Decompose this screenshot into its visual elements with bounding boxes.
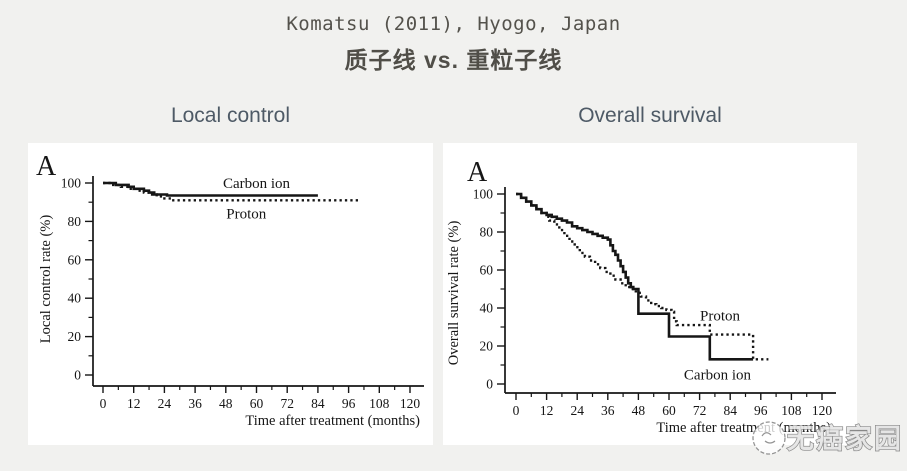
series-label-carbon-ion: Carbon ion — [223, 176, 291, 192]
axis-title-x: Time after treatment (months) — [656, 420, 831, 436]
panel-label: A — [467, 157, 488, 188]
local-control-chart: A 0 20 40 60 80 100 0 12 24 36 48 60 72 84 96 108 120 Time… — [36, 151, 424, 429]
axis-title-x: Time after treatment (months) — [245, 413, 420, 429]
x-tick-label: 96 — [342, 396, 356, 411]
section-title-overall-survival: Overall survival — [578, 104, 722, 127]
series-path-carbon-ion — [516, 192, 754, 361]
x-tick-label: 24 — [570, 403, 584, 418]
x-tick-label: 60 — [250, 396, 264, 411]
x-tick-label: 108 — [781, 403, 802, 418]
x-tick-label: 96 — [754, 403, 768, 418]
axis-title-y: Local control rate (%) — [38, 215, 54, 344]
x-tick-label: 84 — [311, 396, 325, 411]
panel-label: A — [36, 151, 57, 182]
series-label-proton: Proton — [226, 207, 267, 223]
x-tick-label: 36 — [601, 403, 615, 418]
axis-title-y: Overall survival rate (%) — [446, 221, 462, 366]
series-label-proton: Proton — [700, 309, 741, 325]
series-path-carbon-ion — [103, 181, 318, 197]
x-tick-label: 36 — [188, 396, 202, 411]
series-path-proton — [516, 192, 769, 361]
section-title-local-control: Local control — [170, 104, 291, 127]
y-tick-label: 80 — [68, 214, 82, 229]
y-tick-label: 40 — [68, 291, 82, 306]
study-title: Komatsu (2011), Hyogo, Japan — [286, 13, 621, 35]
x-tick-label: 12 — [540, 403, 554, 418]
y-tick-label: 80 — [480, 225, 494, 240]
series-label-carbon-ion: Carbon ion — [684, 368, 752, 384]
x-tick-label: 60 — [662, 403, 676, 418]
y-tick-label: 100 — [61, 176, 82, 191]
overall-survival-chart-panel: A 0 20 40 60 80 100 0 12 24 36 48 60 72 84 96 108 120 Time… — [443, 143, 857, 445]
x-tick-label: 72 — [693, 403, 707, 418]
x-tick-label: 120 — [812, 403, 833, 418]
y-tick-label: 60 — [68, 252, 82, 267]
y-tick-label: 40 — [480, 301, 494, 316]
x-tick-label: 84 — [723, 403, 737, 418]
y-tick-label: 60 — [480, 263, 494, 278]
x-tick-label: 108 — [369, 396, 390, 411]
y-tick-label: 20 — [480, 339, 494, 354]
x-tick-label: 48 — [219, 396, 233, 411]
y-tick-label: 20 — [68, 329, 82, 344]
x-tick-label: 12 — [127, 396, 141, 411]
local-control-chart-panel: A 0 20 40 60 80 100 0 12 24 36 48 60 72 84 96 108 120 Time… — [28, 143, 433, 445]
y-tick-label: 0 — [486, 377, 493, 392]
study-subtitle: 质子线 vs. 重粒子线 — [344, 47, 563, 73]
x-tick-label: 24 — [158, 396, 172, 411]
x-tick-label: 0 — [100, 396, 107, 411]
x-tick-label: 0 — [513, 403, 520, 418]
series-path-proton — [103, 181, 359, 202]
x-tick-label: 72 — [280, 396, 294, 411]
y-tick-label: 0 — [74, 368, 81, 383]
overall-survival-chart: A 0 20 40 60 80 100 0 12 24 36 48 60 72 84 96 108 120 Time… — [446, 157, 836, 436]
x-tick-label: 48 — [632, 403, 646, 418]
y-tick-label: 100 — [473, 187, 494, 202]
x-tick-label: 120 — [400, 396, 421, 411]
